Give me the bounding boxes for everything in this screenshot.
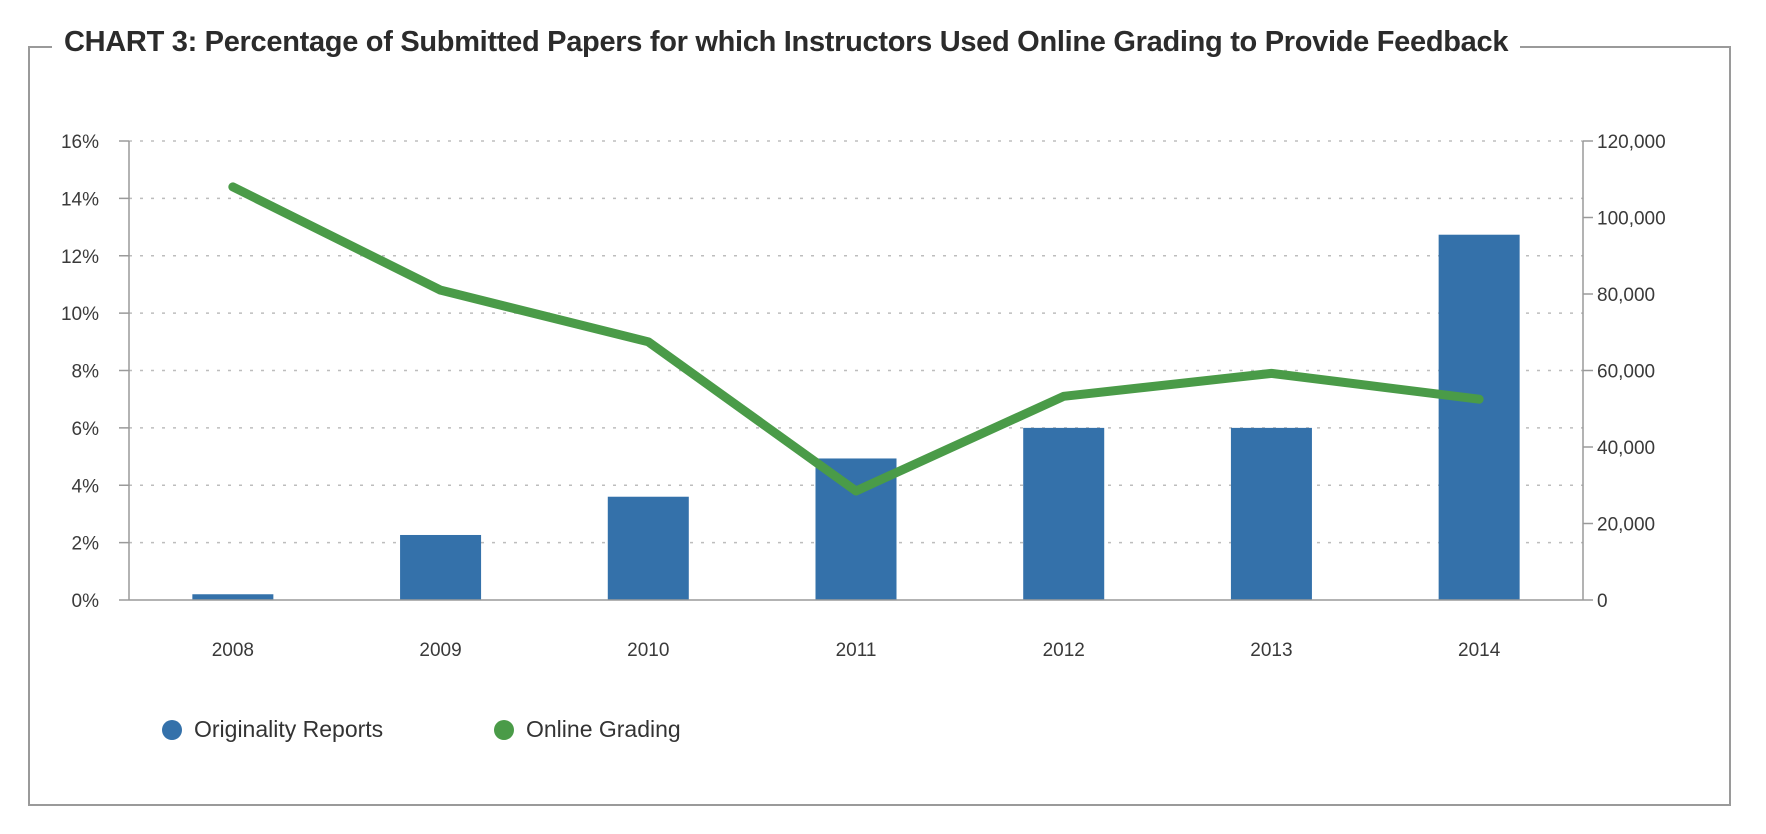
legend-item-originality-reports: Originality Reports: [162, 716, 383, 743]
right-tick-label: 60,000: [1597, 362, 1655, 383]
left-tick-label: 4%: [72, 476, 100, 497]
bar: [1438, 234, 1520, 600]
legend-item-online-grading: Online Grading: [494, 716, 681, 743]
right-tick-label: 100,000: [1597, 209, 1666, 230]
left-tick-label: 0%: [72, 591, 100, 612]
right-tick-label: 80,000: [1597, 285, 1655, 306]
x-tick-label: 2010: [627, 640, 669, 661]
chart-title: CHART 3: Percentage of Submitted Papers …: [64, 26, 1509, 58]
right-tick-label: 120,000: [1597, 132, 1666, 153]
x-tick-label: 2012: [1043, 640, 1085, 661]
x-tick-label: 2008: [212, 640, 254, 661]
legend-swatch-originality-reports: [162, 719, 182, 740]
x-tick-label: 2014: [1458, 640, 1501, 661]
line-series: [228, 182, 1484, 496]
bar-series: [192, 234, 1520, 600]
chart-title-container: CHART 3: Percentage of Submitted Papers …: [52, 26, 1521, 59]
left-tick-label: 12%: [61, 247, 99, 268]
x-tick-label: 2011: [836, 640, 877, 661]
right-axis-ticks: 0 20,000 40,000 60,000 80,000 100,000 120,000: [1583, 132, 1666, 612]
left-tick-label: 16%: [61, 132, 99, 153]
bar: [400, 534, 482, 600]
left-tick-label: 8%: [72, 362, 100, 383]
left-tick-label: 2%: [72, 534, 100, 555]
bar: [1230, 427, 1312, 600]
x-axis-ticks: 2008 2009 2010 2011 2012 2013 2014: [212, 640, 1501, 661]
bar: [607, 496, 689, 600]
left-tick-label: 14%: [61, 189, 99, 210]
left-axis-ticks: 0% 2% 4% 6% 8% 10% 12% 14% 16%: [61, 132, 129, 612]
left-tick-label: 6%: [72, 419, 100, 440]
right-tick-label: 20,000: [1597, 515, 1655, 536]
x-tick-label: 2013: [1250, 640, 1292, 661]
right-tick-label: 0: [1597, 591, 1608, 612]
left-tick-label: 10%: [61, 304, 99, 325]
bar: [1023, 427, 1105, 600]
right-tick-label: 40,000: [1597, 438, 1655, 459]
x-tick-label: 2009: [419, 640, 461, 661]
legend-label-online-grading: Online Grading: [526, 716, 681, 742]
legend-swatch-online-grading: [494, 719, 514, 740]
legend-label-originality-reports: Originality Reports: [194, 716, 384, 742]
bar: [192, 594, 274, 600]
online-grading-line: [228, 182, 1484, 496]
